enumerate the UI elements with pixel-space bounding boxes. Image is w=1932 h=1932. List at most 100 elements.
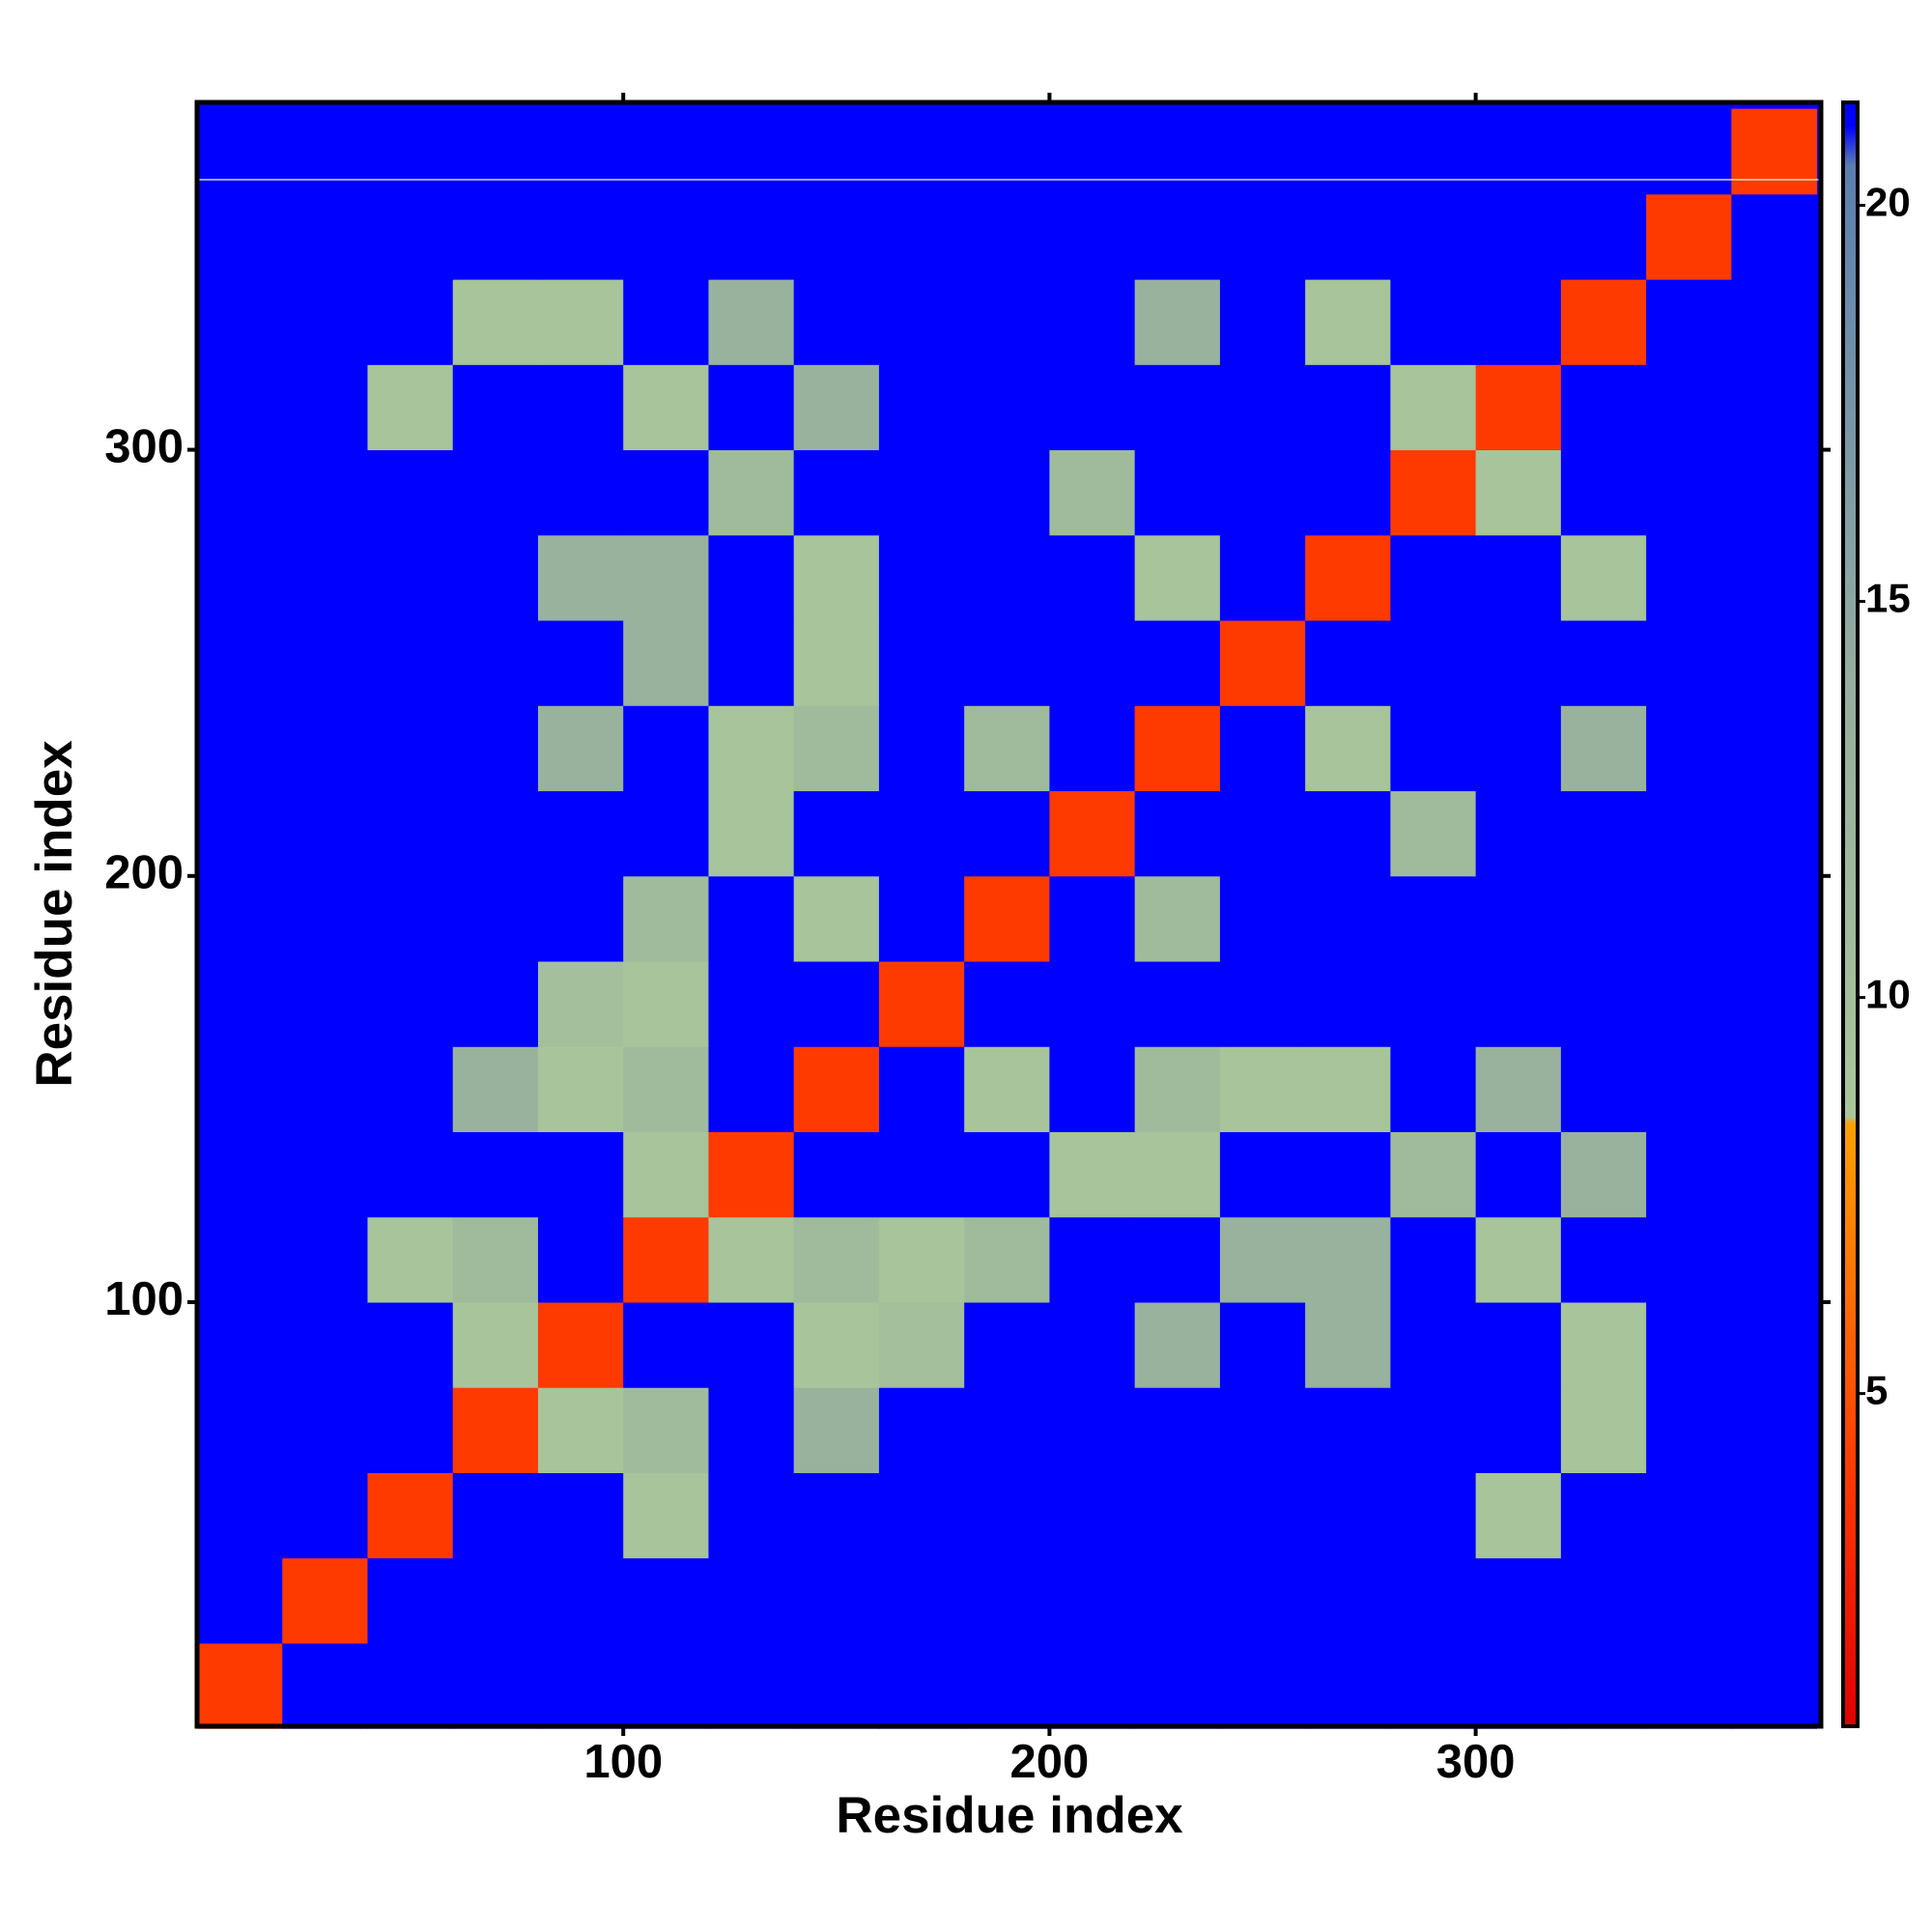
heatmap-cell xyxy=(878,193,965,280)
heatmap-cell xyxy=(1305,108,1391,195)
heatmap-cell xyxy=(708,534,795,621)
heatmap-cell xyxy=(1049,449,1136,536)
y-axis-title: Residue index xyxy=(26,740,83,1088)
heatmap-cell xyxy=(1219,1472,1306,1559)
x-axis-title: Residue index xyxy=(836,1787,1183,1844)
heatmap-cell xyxy=(1731,364,1818,451)
heatmap-cell xyxy=(367,1046,454,1133)
heatmap-cell xyxy=(878,790,965,877)
heatmap-cell xyxy=(878,1557,965,1644)
heatmap-cell xyxy=(1134,705,1221,792)
heatmap-cell xyxy=(1305,193,1391,280)
heatmap-cell xyxy=(1049,193,1136,280)
heatmap-cell xyxy=(452,1387,539,1473)
heatmap-cell xyxy=(1731,705,1818,792)
heatmap-cell xyxy=(1390,534,1477,621)
heatmap-cell xyxy=(623,534,709,621)
heatmap-cell xyxy=(282,534,368,621)
heatmap-cell xyxy=(1560,1301,1647,1388)
heatmap-cell xyxy=(1646,790,1732,877)
heatmap-cell xyxy=(1560,364,1647,451)
heatmap-cell xyxy=(367,1472,454,1559)
heatmap-cell xyxy=(1731,534,1818,621)
heatmap-cell xyxy=(367,1557,454,1644)
heatmap-cell xyxy=(1134,1131,1221,1218)
heatmap-cell xyxy=(1560,108,1647,195)
heatmap-cell xyxy=(1475,1472,1562,1559)
heatmap-cell xyxy=(793,961,880,1047)
heatmap-cell xyxy=(282,1387,368,1473)
heatmap-cell xyxy=(964,620,1050,706)
heatmap-cell xyxy=(623,1387,709,1473)
heatmap-cell xyxy=(537,1301,624,1388)
heatmap-cell xyxy=(878,1387,965,1473)
heatmap-cell xyxy=(964,1472,1050,1559)
heatmap-cell xyxy=(1305,1131,1391,1218)
heatmap-cell xyxy=(1305,279,1391,365)
heatmap-cell xyxy=(452,1301,539,1388)
heatmap-cell xyxy=(1646,1216,1732,1303)
heatmap-cell xyxy=(367,1131,454,1218)
colorbar-tick-label: 5 xyxy=(1865,1368,1888,1413)
heatmap-cell xyxy=(1475,279,1562,365)
colorbar-tick-label: 20 xyxy=(1865,180,1911,225)
heatmap-cell xyxy=(1049,1301,1136,1388)
heatmap-cell xyxy=(1049,1046,1136,1133)
heatmap-cell xyxy=(1646,1642,1732,1729)
heatmap-cell xyxy=(1475,1557,1562,1644)
heatmap-cell xyxy=(537,534,624,621)
heatmap-cell xyxy=(1646,534,1732,621)
heatmap-cell xyxy=(1646,193,1732,280)
heatmap-cell xyxy=(878,705,965,792)
heatmap-cell xyxy=(282,790,368,877)
heatmap-cell xyxy=(708,279,795,365)
heatmap-cell xyxy=(1560,449,1647,536)
heatmap-cell xyxy=(708,193,795,280)
heatmap-cell xyxy=(1049,364,1136,451)
heatmap-cell xyxy=(1390,1472,1477,1559)
heatmap-cell xyxy=(793,1301,880,1388)
heatmap-cell xyxy=(1390,1216,1477,1303)
heatmap-cell xyxy=(452,1046,539,1133)
heatmap-cell xyxy=(708,1216,795,1303)
heatmap-cell xyxy=(1646,279,1732,365)
heatmap-cell xyxy=(708,108,795,195)
heatmap-cell xyxy=(964,193,1050,280)
heatmap-cell xyxy=(1560,279,1647,365)
heatmap-cell xyxy=(1305,1046,1391,1133)
heatmap-cell xyxy=(623,1642,709,1729)
heatmap-cell xyxy=(452,1642,539,1729)
heatmap-cell xyxy=(964,364,1050,451)
heatmap-cell xyxy=(708,875,795,962)
heatmap-cell xyxy=(1049,790,1136,877)
heatmap-cell xyxy=(1475,534,1562,621)
heatmap-cell xyxy=(1731,1046,1818,1133)
heatmap-cell xyxy=(452,790,539,877)
heatmap-cell xyxy=(878,1046,965,1133)
heatmap-cell xyxy=(1731,1472,1818,1559)
heatmap-cell xyxy=(1390,1387,1477,1473)
heatmap-cell xyxy=(282,1642,368,1729)
heatmap-cell xyxy=(964,790,1050,877)
heatmap-cell xyxy=(282,875,368,962)
heatmap-cell xyxy=(452,1216,539,1303)
heatmap-cell xyxy=(367,875,454,962)
heatmap-cell xyxy=(623,790,709,877)
heatmap-cell xyxy=(367,790,454,877)
heatmap-cell xyxy=(367,1642,454,1729)
heatmap-cell xyxy=(793,108,880,195)
heatmap-cell xyxy=(793,1557,880,1644)
heatmap-cell xyxy=(1731,1216,1818,1303)
heatmap-cell xyxy=(1390,1301,1477,1388)
heatmap-cell xyxy=(623,364,709,451)
heatmap-cell xyxy=(1134,279,1221,365)
heatmap-cell xyxy=(1305,1472,1391,1559)
heatmap-cell xyxy=(282,108,368,195)
heatmap-cell xyxy=(452,279,539,365)
heatmap-cell xyxy=(452,193,539,280)
heatmap-cell xyxy=(367,108,454,195)
heatmap-cell xyxy=(1560,534,1647,621)
heatmap-cell xyxy=(282,279,368,365)
heatmap-cell xyxy=(1134,620,1221,706)
heatmap-cell xyxy=(1049,1131,1136,1218)
